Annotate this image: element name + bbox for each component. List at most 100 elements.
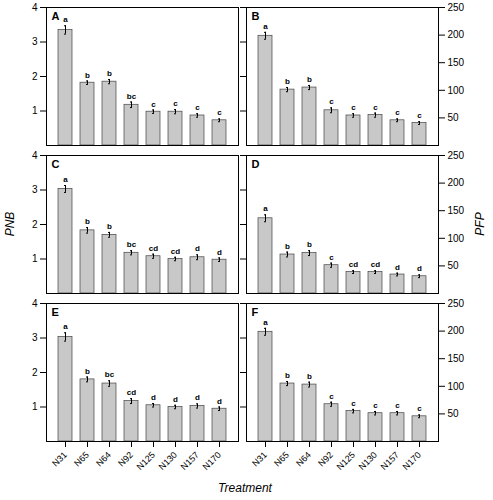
svg-text:cd: cd: [149, 244, 158, 253]
svg-text:d: d: [217, 397, 222, 406]
svg-text:50: 50: [448, 260, 460, 271]
svg-text:c: c: [351, 399, 356, 408]
svg-text:d: d: [151, 393, 156, 402]
svg-text:200: 200: [448, 325, 465, 336]
svg-text:a: a: [263, 204, 268, 213]
html-text:PNB: PNB: [3, 211, 17, 237]
svg-text:150: 150: [448, 205, 465, 216]
svg-text:c: c: [373, 103, 378, 112]
svg-text:N125: N125: [135, 450, 157, 472]
svg-text:4: 4: [32, 298, 38, 309]
svg-text:b: b: [107, 69, 112, 78]
svg-text:250: 250: [448, 150, 465, 161]
svg-text:100: 100: [448, 233, 465, 244]
svg-text:N92: N92: [116, 450, 135, 469]
svg-text:c: c: [373, 401, 378, 410]
svg-text:bc: bc: [127, 240, 137, 249]
svg-text:2: 2: [32, 367, 38, 378]
svg-text:b: b: [285, 242, 290, 251]
svg-text:c: c: [417, 111, 422, 120]
svg-text:a: a: [263, 318, 268, 327]
svg-text:250: 250: [448, 2, 465, 13]
svg-text:d: d: [395, 263, 400, 272]
svg-text:50: 50: [448, 408, 460, 419]
svg-text:3: 3: [32, 36, 38, 47]
svg-text:b: b: [85, 217, 90, 226]
html-text:Treatment: Treatment: [218, 481, 272, 495]
svg-text:c: c: [417, 404, 422, 413]
svg-text:100: 100: [448, 381, 465, 392]
svg-text:c: c: [351, 103, 356, 112]
svg-text:200: 200: [448, 177, 465, 188]
svg-text:b: b: [307, 372, 312, 381]
svg-text:a: a: [63, 322, 68, 331]
svg-text:c: c: [395, 108, 400, 117]
svg-text:d: d: [195, 244, 200, 253]
svg-text:c: c: [173, 99, 178, 108]
svg-text:b: b: [307, 75, 312, 84]
svg-text:250: 250: [448, 298, 465, 309]
svg-text:N65: N65: [72, 450, 91, 469]
svg-text:200: 200: [448, 29, 465, 40]
svg-text:D: D: [252, 158, 260, 170]
svg-text:a: a: [63, 15, 68, 24]
svg-text:b: b: [85, 367, 90, 376]
svg-text:1: 1: [32, 401, 38, 412]
svg-text:c: c: [395, 401, 400, 410]
svg-text:cd: cd: [349, 260, 358, 269]
svg-text:c: c: [329, 253, 334, 262]
svg-text:c: c: [329, 392, 334, 401]
svg-text:N157: N157: [379, 450, 401, 472]
svg-text:b: b: [85, 71, 90, 80]
svg-text:N64: N64: [294, 450, 313, 469]
svg-text:50: 50: [448, 112, 460, 123]
svg-text:1: 1: [32, 253, 38, 264]
svg-text:N125: N125: [335, 450, 357, 472]
svg-text:N65: N65: [272, 450, 291, 469]
svg-text:N170: N170: [401, 450, 423, 472]
svg-text:1: 1: [32, 105, 38, 116]
svg-text:d: d: [195, 393, 200, 402]
svg-text:bc: bc: [105, 370, 115, 379]
svg-text:N157: N157: [179, 450, 201, 472]
svg-text:2: 2: [32, 71, 38, 82]
svg-text:N130: N130: [157, 450, 179, 472]
svg-text:cd: cd: [371, 260, 380, 269]
svg-text:c: c: [329, 97, 334, 106]
svg-text:d: d: [217, 248, 222, 257]
svg-text:a: a: [63, 175, 68, 184]
svg-text:N31: N31: [250, 450, 269, 469]
svg-text:N64: N64: [94, 450, 113, 469]
svg-text:d: d: [173, 395, 178, 404]
svg-text:c: c: [151, 100, 156, 109]
svg-text:b: b: [285, 371, 290, 380]
svg-text:F: F: [252, 306, 259, 318]
svg-text:C: C: [52, 158, 60, 170]
svg-text:b: b: [307, 240, 312, 249]
svg-text:2: 2: [32, 219, 38, 230]
svg-text:N130: N130: [357, 450, 379, 472]
svg-text:E: E: [52, 306, 59, 318]
svg-text:N92: N92: [316, 450, 335, 469]
svg-text:cd: cd: [171, 247, 180, 256]
svg-text:bc: bc: [127, 92, 137, 101]
svg-text:4: 4: [32, 150, 38, 161]
svg-text:150: 150: [448, 353, 465, 364]
html-text:PFP: PFP: [473, 212, 487, 236]
svg-text:c: c: [195, 103, 200, 112]
svg-text:B: B: [252, 10, 260, 22]
svg-text:cd: cd: [127, 388, 136, 397]
svg-text:d: d: [417, 264, 422, 273]
svg-text:c: c: [217, 108, 222, 117]
svg-text:a: a: [263, 22, 268, 31]
svg-text:b: b: [107, 222, 112, 231]
svg-text:N31: N31: [50, 450, 69, 469]
svg-text:150: 150: [448, 57, 465, 68]
svg-text:A: A: [52, 10, 60, 22]
svg-text:b: b: [285, 77, 290, 86]
svg-text:N170: N170: [201, 450, 223, 472]
svg-text:100: 100: [448, 85, 465, 96]
svg-text:4: 4: [32, 2, 38, 13]
svg-text:3: 3: [32, 332, 38, 343]
svg-text:3: 3: [32, 184, 38, 195]
